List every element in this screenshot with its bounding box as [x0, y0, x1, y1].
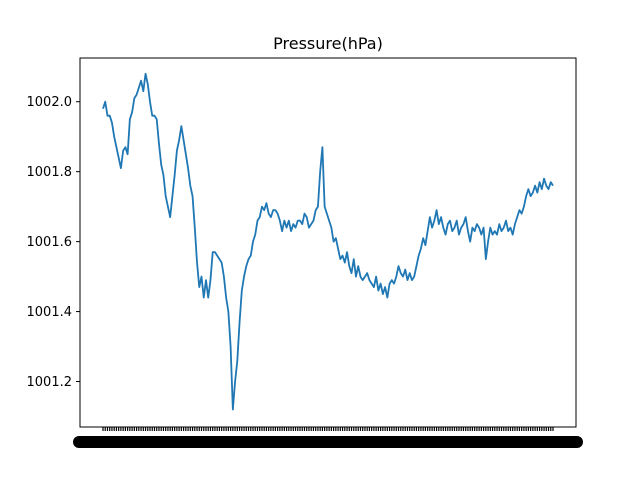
y-tick-label: 1001.8: [27, 165, 73, 180]
x-tick-labels-overlapped: [73, 436, 583, 448]
x-axis: [73, 427, 583, 448]
chart-title: Pressure(hPa): [273, 34, 383, 53]
y-tick-label: 1001.6: [27, 235, 73, 250]
y-axis: 1001.2 1001.4 1001.6 1001.8 1002.0: [27, 95, 80, 390]
pressure-series-line: [102, 72, 554, 411]
y-tick-label: 1001.2: [27, 375, 73, 390]
y-tick-label: 1002.0: [27, 95, 73, 110]
plot-frame: [79, 57, 577, 428]
plot-lines: [102, 72, 554, 411]
y-tick-label: 1001.4: [27, 305, 73, 320]
